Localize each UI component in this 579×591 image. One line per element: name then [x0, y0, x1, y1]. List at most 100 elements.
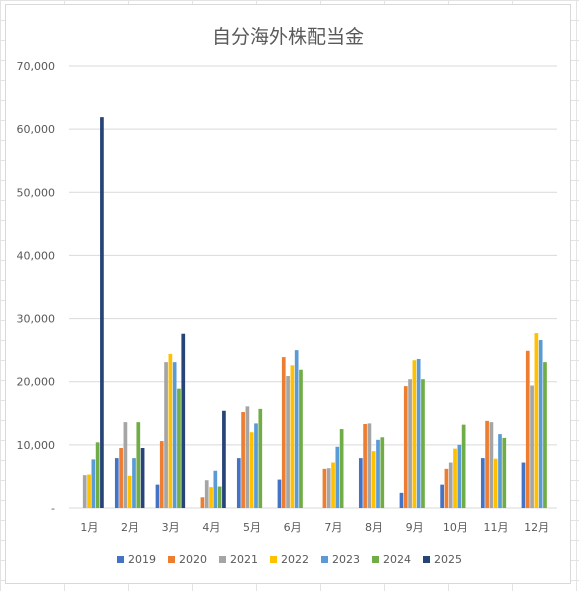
bar-2020-4	[200, 497, 205, 508]
bar-2022-12	[534, 333, 539, 508]
bar-2024-9	[421, 379, 425, 508]
bar-2023-11	[498, 434, 502, 508]
legend-swatch	[423, 556, 430, 563]
bar-2021-5	[245, 406, 250, 508]
legend-label: 2020	[179, 553, 207, 566]
legend-item-2021: 2021	[219, 553, 258, 566]
bar-2022-2	[127, 475, 132, 508]
bar-2020-11	[485, 420, 489, 508]
bar-2024-5	[258, 408, 263, 508]
bar-2020-8	[363, 424, 367, 508]
bar-2021-2	[123, 422, 128, 508]
bar-2020-12	[525, 350, 530, 508]
bar-2020-3	[159, 441, 164, 508]
legend-label: 2021	[230, 553, 258, 566]
legend-label: 2023	[332, 553, 360, 566]
bar-2022-8	[371, 451, 376, 508]
bar-2019-11	[480, 458, 485, 508]
bar-2021-6	[286, 376, 290, 508]
bar-2023-3	[172, 362, 177, 508]
bar-2025-4	[222, 410, 226, 508]
bar-2019-3	[155, 484, 160, 508]
bar-2022-10	[453, 448, 457, 508]
legend-label: 2019	[128, 553, 156, 566]
legend-item-2020: 2020	[168, 553, 207, 566]
bar-2021-4	[204, 480, 209, 508]
bar-2024-12	[543, 362, 547, 508]
x-tick-label: 6月	[284, 521, 302, 534]
bar-2023-2	[132, 458, 136, 508]
x-tick-label: 2月	[121, 521, 139, 534]
bar-2019-10	[440, 484, 444, 508]
x-tick-label: 4月	[202, 521, 220, 534]
bar-2023-1	[91, 459, 96, 508]
x-tick-label: 8月	[365, 521, 383, 534]
legend-item-2019: 2019	[117, 553, 156, 566]
bar-2022-5	[249, 432, 254, 508]
legend-item-2023: 2023	[321, 553, 360, 566]
x-tick-label: 3月	[162, 521, 180, 534]
x-tick-label: 12月	[524, 521, 549, 534]
bar-2020-7	[322, 468, 327, 508]
bar-2023-10	[457, 444, 462, 508]
bar-2021-3	[164, 362, 168, 508]
bar-2024-7	[339, 429, 344, 508]
bar-2023-9	[416, 358, 421, 508]
bar-2021-11	[489, 422, 494, 508]
y-tick-label: 10,000	[17, 439, 56, 452]
bar-2024-8	[380, 437, 385, 508]
bar-2022-9	[412, 360, 417, 508]
bar-2025-3	[181, 333, 186, 508]
bar-2024-10	[461, 424, 466, 508]
x-tick-label: 11月	[484, 521, 509, 534]
bar-2022-3	[168, 353, 173, 508]
legend-label: 2022	[281, 553, 309, 566]
bar-2020-9	[403, 386, 408, 508]
bar-2022-4	[209, 487, 213, 508]
y-tick-label: 50,000	[17, 186, 56, 199]
y-tick-label: 60,000	[17, 123, 56, 136]
bar-2025-1	[100, 117, 104, 509]
y-tick-label: 20,000	[17, 376, 56, 389]
bar-2023-4	[213, 470, 218, 508]
y-tick-label: 30,000	[17, 313, 56, 326]
bar-2019-2	[114, 458, 119, 508]
bar-2020-6	[281, 357, 286, 508]
bar-2019-6	[277, 479, 282, 508]
bar-2019-12	[521, 462, 526, 508]
legend-swatch	[321, 556, 328, 563]
bar-2021-7	[326, 468, 331, 508]
legend-swatch	[270, 556, 277, 563]
legend-label: 2024	[383, 553, 411, 566]
legend-swatch	[219, 556, 226, 563]
bar-2023-12	[538, 340, 543, 508]
x-tick-label: 9月	[406, 521, 424, 534]
bar-2023-6	[294, 350, 299, 508]
bar-2024-2	[136, 422, 141, 508]
legend-swatch	[168, 556, 175, 563]
x-tick-label: 10月	[443, 521, 468, 534]
bar-2020-5	[241, 412, 245, 508]
y-tick-label: 40,000	[17, 249, 56, 262]
y-tick-label: -	[51, 502, 55, 515]
bar-2019-8	[358, 458, 363, 508]
bar-2020-2	[119, 448, 123, 508]
chart-title: 自分海外株配当金	[211, 26, 364, 48]
bar-2020-10	[444, 468, 449, 508]
bar-2024-3	[177, 388, 181, 508]
legend-label: 2025	[434, 553, 462, 566]
bar-2019-9	[399, 492, 404, 508]
bar-2023-8	[376, 439, 380, 508]
bar-2025-2	[140, 448, 145, 508]
x-tick-label: 1月	[80, 521, 98, 534]
y-tick-label: 70,000	[17, 60, 56, 73]
bar-2022-11	[493, 458, 498, 508]
bar-2019-5	[236, 458, 241, 508]
bar-2024-11	[502, 437, 507, 508]
legend-swatch	[117, 556, 124, 563]
bar-2021-9	[408, 379, 412, 508]
bar-2021-1	[82, 475, 87, 508]
bar-2021-8	[367, 423, 372, 508]
bar-2023-5	[254, 423, 258, 508]
